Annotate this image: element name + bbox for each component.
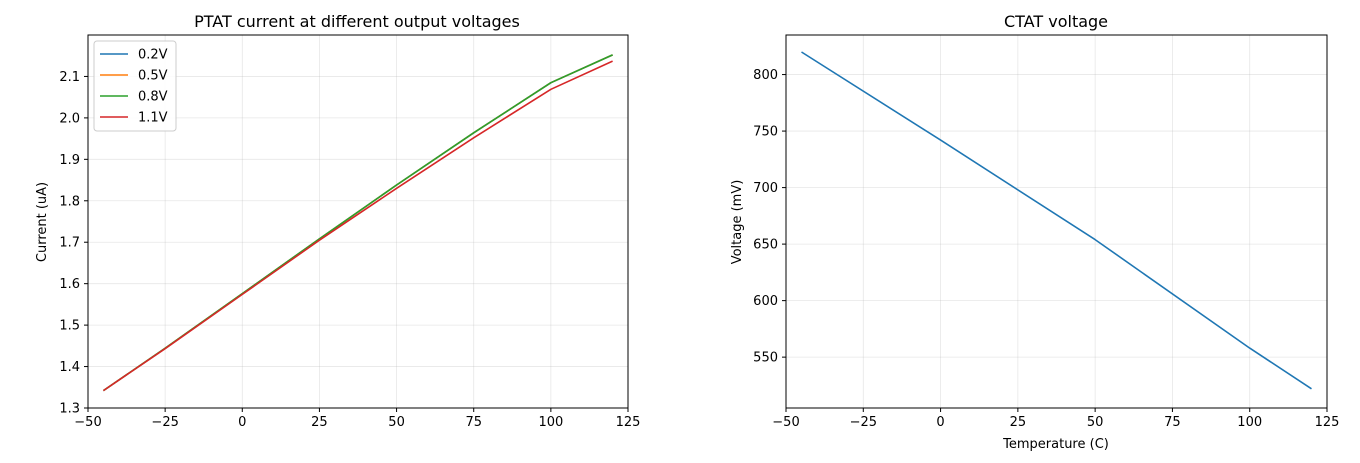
y-tick-label: 1.5	[59, 319, 80, 334]
y-tick-label: 2.1	[59, 70, 80, 85]
y-tick-label: 1.6	[59, 277, 80, 292]
y-tick-label: 800	[753, 68, 778, 83]
series-line-08V	[102, 54, 613, 392]
y-tick-label: 1.4	[59, 360, 80, 375]
x-tick-label: −50	[772, 415, 799, 430]
x-tick-label: −50	[74, 415, 101, 430]
x-axis-label: Temperature (C)	[1002, 437, 1109, 452]
y-tick-label: 1.7	[59, 236, 80, 251]
grid	[785, 35, 1328, 408]
y-tick-label: 650	[753, 238, 778, 253]
legend-entry-label: 0.5V	[138, 69, 168, 84]
axis-ticks: −50 −25 0 25 50 75 100 125 550 600 650 700 750 800	[753, 68, 1339, 430]
x-tick-label: 100	[538, 415, 563, 430]
x-tick-label: 125	[1315, 415, 1340, 430]
y-tick-label: 2.0	[59, 111, 80, 126]
plot-area-frame	[87, 34, 629, 409]
y-axis-label: Current (uA)	[35, 182, 50, 262]
y-tick-label: 600	[753, 294, 778, 309]
y-axis-label: Voltage (mV)	[730, 180, 745, 265]
x-tick-label: −25	[850, 415, 877, 430]
x-tick-label: 75	[1164, 415, 1181, 430]
series-line	[801, 51, 1312, 390]
grid	[87, 35, 629, 409]
legend-box	[93, 40, 177, 132]
ptat-current-chart: PTAT current at different output voltage…	[35, 12, 640, 430]
x-tick-label: 50	[388, 415, 405, 430]
x-tick-label: 0	[936, 415, 944, 430]
y-tick-label: 1.9	[59, 153, 80, 168]
y-tick-label: 700	[753, 181, 778, 196]
x-tick-label: 25	[311, 415, 328, 430]
y-tick-label: 550	[753, 351, 778, 366]
ctat-voltage-chart: CTAT voltage Voltage (mV) Temperature (C…	[730, 12, 1339, 452]
x-tick-label: 125	[616, 415, 641, 430]
x-tick-label: 75	[465, 415, 482, 430]
series-line-02V	[102, 54, 613, 392]
series-lines	[801, 51, 1312, 390]
legend-entry-label: 0.2V	[138, 48, 168, 63]
x-tick-label: 100	[1237, 415, 1262, 430]
legend: 0.2V 0.5V 0.8V 1.1V	[93, 40, 177, 132]
axis-ticks: −50 −25 0 25 50 75 100 125 1.3 1.4 1.5 1.6 1.7 1.8 1.9…	[59, 70, 640, 430]
y-tick-label: 750	[753, 125, 778, 140]
chart-title: PTAT current at different output voltage…	[194, 12, 520, 31]
chart-title: CTAT voltage	[1004, 12, 1108, 31]
legend-entry-label: 1.1V	[138, 111, 168, 126]
x-tick-label: −25	[151, 415, 178, 430]
plot-area-frame	[785, 34, 1328, 409]
y-tick-label: 1.8	[59, 194, 80, 209]
x-tick-label: 25	[1010, 415, 1027, 430]
y-tick-label: 1.3	[59, 402, 80, 417]
series-line-11V	[102, 60, 613, 392]
series-lines	[102, 54, 613, 392]
x-tick-label: 50	[1087, 415, 1104, 430]
series-line-05V	[102, 54, 613, 392]
legend-entry-label: 0.8V	[138, 90, 168, 105]
x-tick-label: 0	[238, 415, 246, 430]
